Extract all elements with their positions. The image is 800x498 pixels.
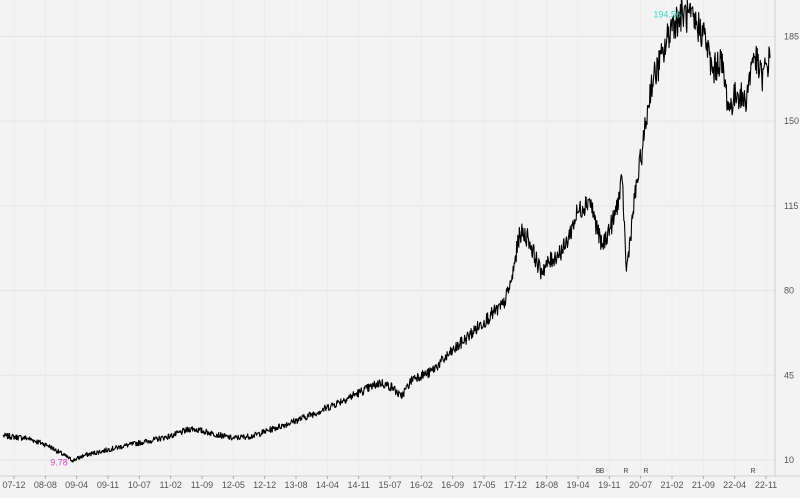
x-tick-label: 14-11 xyxy=(347,480,369,490)
grid-lines xyxy=(0,35,775,461)
extreme-annotations: 194.56 9.78 xyxy=(50,9,681,467)
event-marker: R xyxy=(750,468,755,475)
x-tick-label: 09-11 xyxy=(97,480,119,490)
x-tick-label: 10-07 xyxy=(128,480,151,490)
x-tick-label: 22-11 xyxy=(755,480,777,490)
y-tick-label: 80 xyxy=(784,286,794,296)
min-price-label: 9.78 xyxy=(50,458,68,468)
y-tick-label: 150 xyxy=(784,116,799,126)
x-tick-label: 21-09 xyxy=(692,480,715,490)
event-marker: B xyxy=(596,468,601,475)
x-tick-label: 07-12 xyxy=(2,480,25,490)
x-tick-label: 18-08 xyxy=(535,480,558,490)
y-tick-label: 115 xyxy=(784,201,798,211)
event-marker: B xyxy=(600,468,605,475)
x-tick-label: 12-05 xyxy=(222,480,245,490)
y-tick-label: 10 xyxy=(784,455,794,465)
x-tick-label: 19-04 xyxy=(566,480,589,490)
x-tick-label: 08-08 xyxy=(34,480,57,490)
y-tick-label: 185 xyxy=(784,31,799,41)
x-tick-label: 09-04 xyxy=(65,480,88,490)
x-tick-label: 12-12 xyxy=(253,480,276,490)
x-tick-label: 16-02 xyxy=(410,480,433,490)
x-tick-label: 14-04 xyxy=(316,480,339,490)
x-tick-label: 20-07 xyxy=(629,480,652,490)
x-axis: 07-12 08-08 09-04 09-11 10-07 11-02 11-09 12-05… xyxy=(2,476,777,490)
y-tick-label: 45 xyxy=(784,370,794,380)
x-tick-label: 11-02 xyxy=(159,480,181,490)
x-tick-label: 22-04 xyxy=(723,480,746,490)
series-line xyxy=(2,0,771,463)
x-tick-label: 15-07 xyxy=(378,480,401,490)
event-marker: R xyxy=(623,468,628,475)
x-tick-label: 13-08 xyxy=(284,480,307,490)
x-tick-label: 17-12 xyxy=(504,480,527,490)
max-price-label: 194.56 xyxy=(653,9,681,19)
x-tick-label: 17-05 xyxy=(472,480,495,490)
event-marker: R xyxy=(643,468,648,475)
x-tick-label: 16-09 xyxy=(441,480,464,490)
x-tick-label: 21-02 xyxy=(660,480,683,490)
x-tick-label: 11-09 xyxy=(191,480,213,490)
x-tick-label: 19-11 xyxy=(598,480,620,490)
price-series xyxy=(2,0,771,463)
y-axis: 10 45 80 115 150 185 xyxy=(0,0,800,477)
